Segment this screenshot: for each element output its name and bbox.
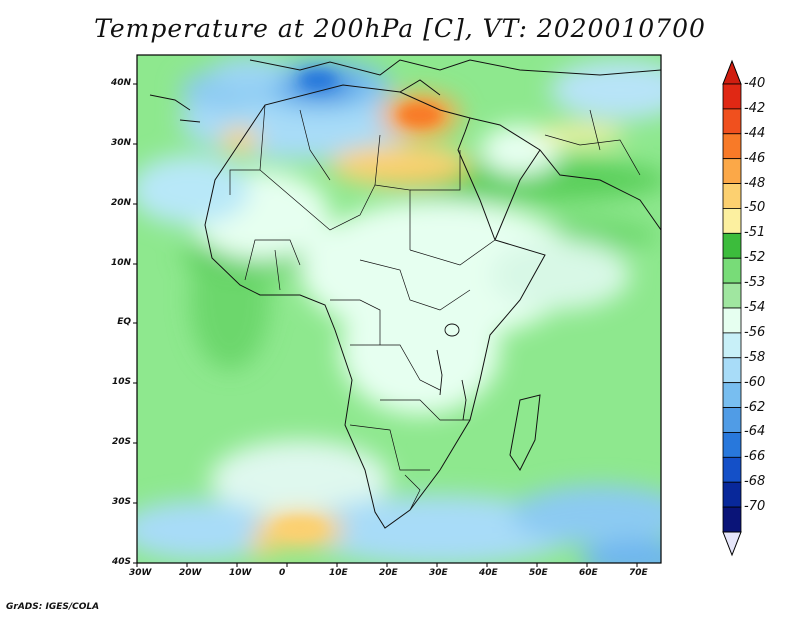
colorbar-level-label: -56 xyxy=(744,324,766,340)
lat-tick-label: 20N xyxy=(110,198,131,208)
colorbar-swatch xyxy=(722,506,742,533)
chart-title: Temperature at 200hPa [C], VT: 202001070… xyxy=(94,14,706,43)
colorbar xyxy=(722,59,742,557)
map-frame xyxy=(136,54,662,564)
lon-tick-label: 10E xyxy=(329,568,348,578)
axis-ticks xyxy=(133,83,638,567)
colorbar-swatch xyxy=(722,382,742,408)
colorbar-swatch xyxy=(722,208,742,234)
lon-tick-label: 20W xyxy=(179,568,202,578)
colorbar-swatch xyxy=(722,282,742,309)
colorbar-swatch xyxy=(722,456,742,483)
lon-tick-label: 50E xyxy=(529,568,548,578)
lon-tick-label: 60E xyxy=(579,568,598,578)
lon-tick-label: 10W xyxy=(229,568,252,578)
colorbar-swatch xyxy=(722,133,742,160)
lon-tick-label: 70E xyxy=(629,568,648,578)
colorbar-swatch xyxy=(722,481,742,508)
coastlines xyxy=(149,59,661,529)
colorbar-swatch xyxy=(722,307,742,334)
lat-tick-label: 20S xyxy=(111,437,131,447)
lat-tick-label: 10S xyxy=(111,377,131,387)
colorbar-swatch xyxy=(722,158,742,184)
lat-tick-label: 40N xyxy=(110,78,131,88)
colorbar-level-label: -42 xyxy=(744,100,766,116)
colorbar-level-label: -52 xyxy=(744,250,766,266)
lon-tick-label: 0 xyxy=(279,568,286,578)
colorbar-level-label: -40 xyxy=(744,76,766,91)
colorbar-under-triangle xyxy=(722,531,742,557)
colorbar-over-triangle xyxy=(722,59,742,85)
lat-tick-label: 10N xyxy=(110,258,131,268)
colorbar-level-label: -46 xyxy=(744,150,766,166)
colorbar-swatch xyxy=(722,232,742,259)
colorbar-level-label: -66 xyxy=(744,449,766,465)
colorbar-level-label: -58 xyxy=(744,349,766,365)
lon-tick-label: 30E xyxy=(429,568,448,578)
colorbar-swatch xyxy=(722,407,742,433)
colorbar-level-label: -70 xyxy=(744,499,766,515)
colorbar-level-label: -68 xyxy=(744,474,766,490)
colorbar-level-label: -64 xyxy=(744,424,766,440)
lat-tick-label: EQ xyxy=(117,317,131,327)
country-borders xyxy=(229,104,641,511)
colorbar-swatch xyxy=(722,83,742,110)
colorbar-swatch xyxy=(722,183,742,209)
colorbar-level-label: -51 xyxy=(744,225,766,241)
lat-tick-label: 30S xyxy=(111,497,131,507)
lat-tick-label: 30N xyxy=(110,138,131,148)
colorbar-swatch xyxy=(722,357,742,384)
colorbar-level-label: -60 xyxy=(744,374,766,390)
colorbar-level-label: -54 xyxy=(744,300,766,315)
lon-tick-label: 20E xyxy=(379,568,398,578)
colorbar-swatch xyxy=(722,432,742,458)
lat-tick-label: 40S xyxy=(111,557,131,567)
temperature-field xyxy=(137,55,661,563)
lon-tick-label: 40E xyxy=(479,568,498,578)
colorbar-swatch xyxy=(722,257,742,284)
lakes xyxy=(436,323,467,421)
credit-label: GrADS: IGES/COLA xyxy=(6,602,100,612)
colorbar-level-label: -50 xyxy=(744,200,766,216)
colorbar-swatch xyxy=(722,332,742,359)
colorbar-swatch xyxy=(722,108,742,135)
colorbar-level-label: -44 xyxy=(744,125,766,141)
lon-tick-label: 30W xyxy=(129,568,152,578)
colorbar-level-label: -48 xyxy=(744,175,766,191)
colorbar-level-label: -53 xyxy=(744,275,766,291)
colorbar-level-label: -62 xyxy=(744,399,766,415)
